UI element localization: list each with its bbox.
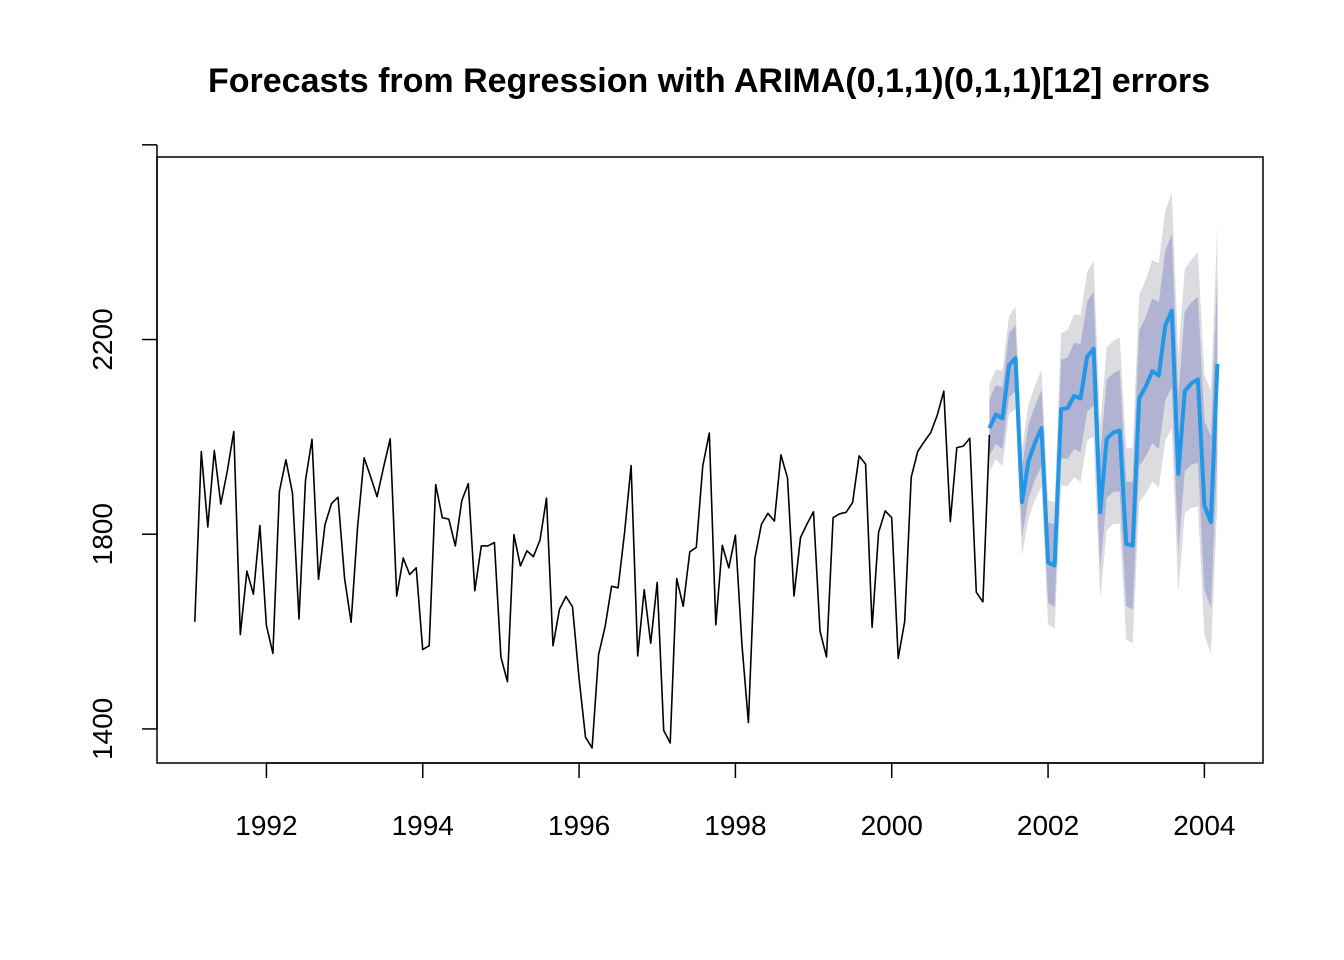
x-tick-label: 1994 — [392, 810, 454, 841]
history-series-line — [194, 390, 991, 749]
x-tick-label: 1992 — [235, 810, 297, 841]
y-tick-label: 2200 — [87, 308, 118, 370]
y-tick-label: 1400 — [87, 698, 118, 760]
x-tick-label: 1996 — [548, 810, 610, 841]
series-lines — [194, 308, 1220, 749]
x-axis: 1992 1994 1996 1998 2000 2002 2004 — [235, 762, 1236, 841]
y-axis: 1400 1800 2200 — [87, 144, 158, 760]
x-tick-label: 2002 — [1017, 810, 1079, 841]
x-tick-label: 2004 — [1173, 810, 1235, 841]
forecast-mean-line — [987, 308, 1220, 568]
x-tick-label: 1998 — [704, 810, 766, 841]
chart-title: Forecasts from Regression with ARIMA(0,1… — [208, 62, 1210, 100]
y-tick-label: 1800 — [87, 503, 118, 565]
x-tick-label: 2000 — [861, 810, 923, 841]
